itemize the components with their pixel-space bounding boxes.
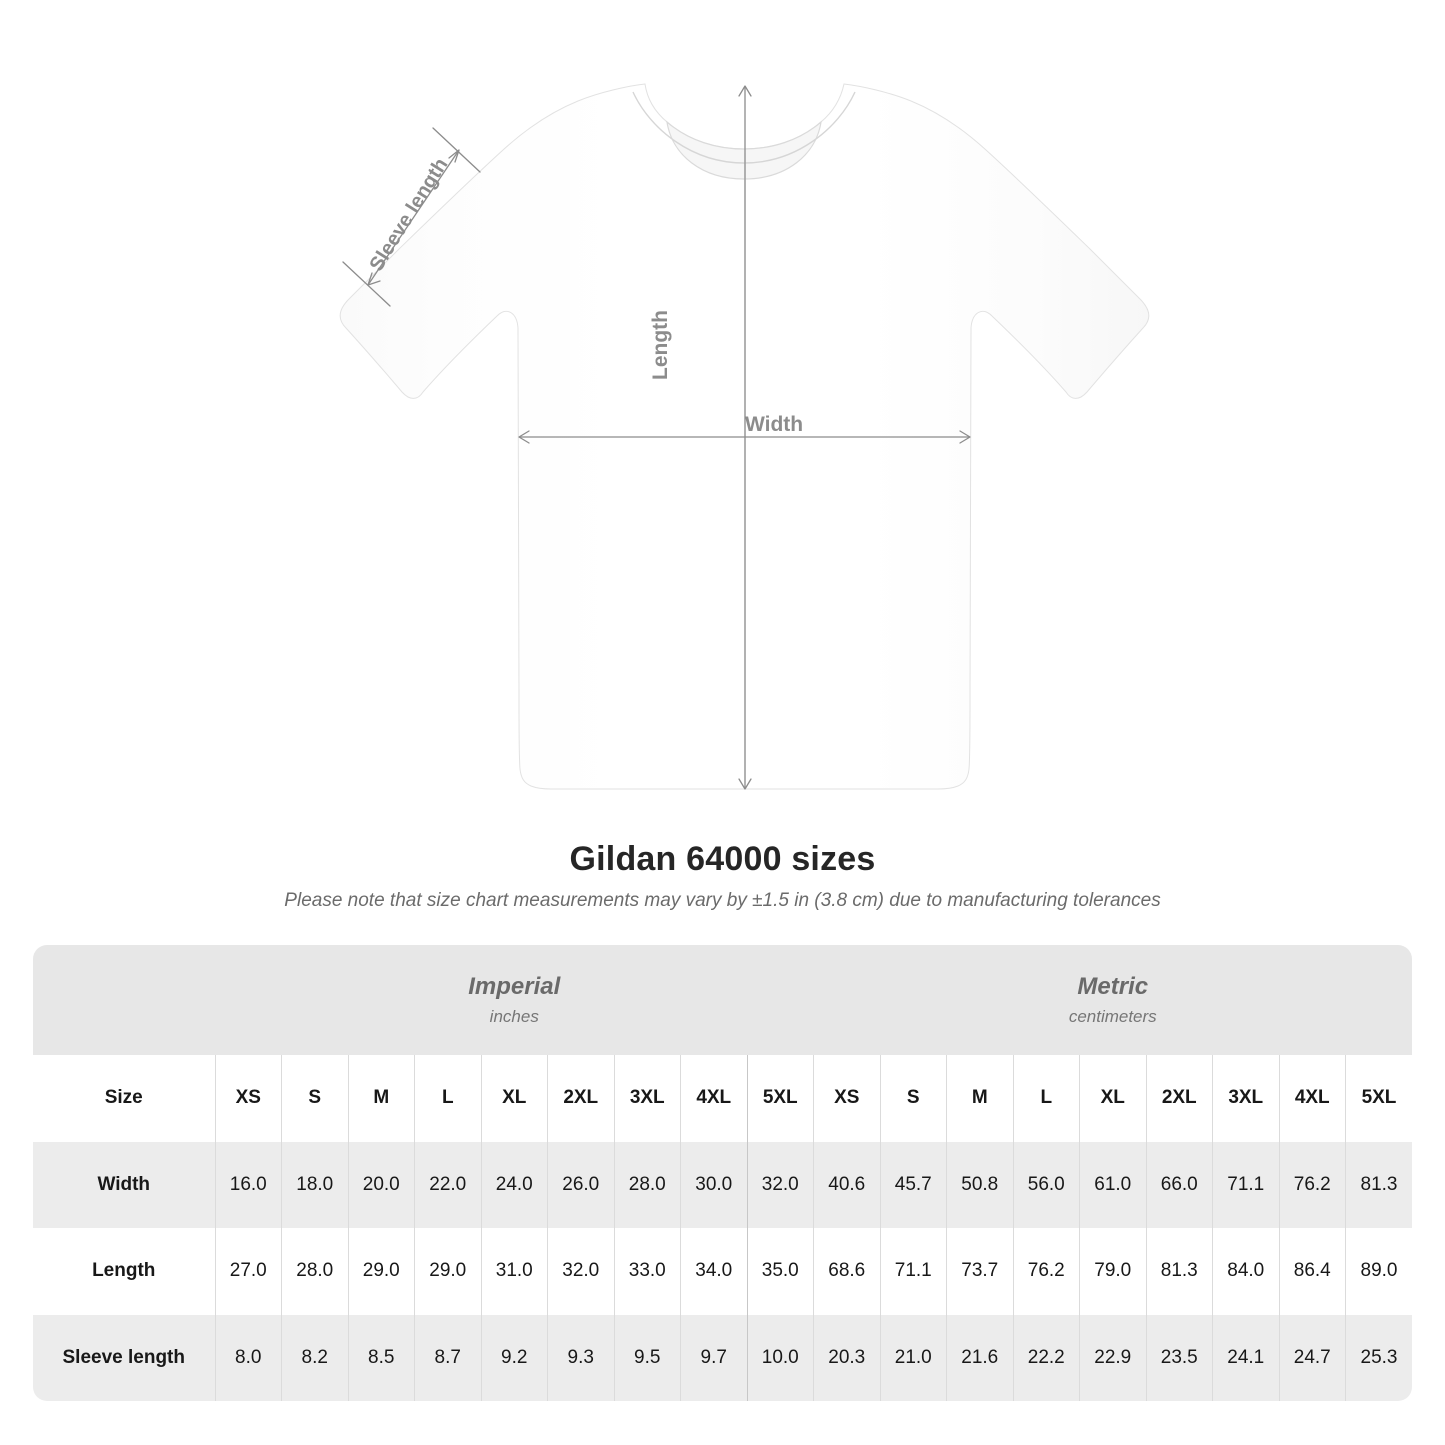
svg-text:Length: Length (649, 310, 672, 380)
svg-text:Width: Width (745, 413, 803, 436)
